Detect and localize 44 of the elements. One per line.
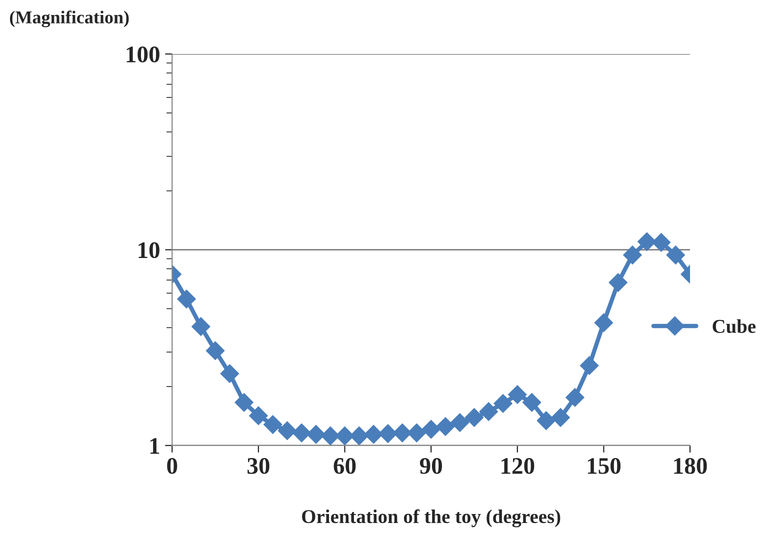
point — [608, 273, 628, 292]
point — [522, 393, 542, 412]
y-tick-label: 1 — [150, 438, 160, 454]
y-tick-label: 10 — [138, 242, 160, 258]
x-axis-title: Orientation of the toy (degrees) — [302, 509, 560, 528]
point — [234, 393, 254, 412]
point — [177, 290, 196, 308]
point — [206, 341, 225, 360]
point — [450, 413, 470, 432]
y-tick-label: 100 — [126, 46, 160, 62]
point — [278, 421, 297, 440]
x-tick-label: 150 — [588, 458, 621, 474]
point — [422, 420, 440, 439]
point — [566, 388, 584, 407]
point — [551, 408, 570, 427]
x-tick-label: 120 — [502, 458, 534, 474]
point — [494, 394, 512, 413]
point — [436, 417, 455, 436]
point — [263, 415, 282, 434]
point — [479, 402, 498, 421]
point — [508, 385, 527, 404]
point — [306, 425, 326, 444]
point — [666, 246, 686, 264]
point — [652, 233, 671, 252]
point — [638, 232, 656, 252]
point — [623, 246, 642, 264]
x-tick-label: 180 — [674, 458, 707, 474]
point — [220, 364, 240, 383]
point — [464, 408, 484, 427]
point — [594, 313, 614, 332]
point — [378, 424, 398, 443]
x-tick-label: 0 — [167, 458, 178, 474]
point — [192, 317, 210, 336]
point — [536, 411, 556, 430]
y-axis-title: (Magnification) — [10, 10, 129, 28]
point — [249, 406, 268, 426]
point — [364, 425, 383, 444]
x-tick-label: 60 — [334, 458, 356, 474]
point — [580, 356, 599, 375]
point — [292, 424, 311, 442]
point — [321, 426, 340, 446]
legend-label: Cube — [712, 319, 756, 334]
x-tick-label: 90 — [420, 458, 442, 474]
x-tick-label: 30 — [248, 458, 270, 474]
